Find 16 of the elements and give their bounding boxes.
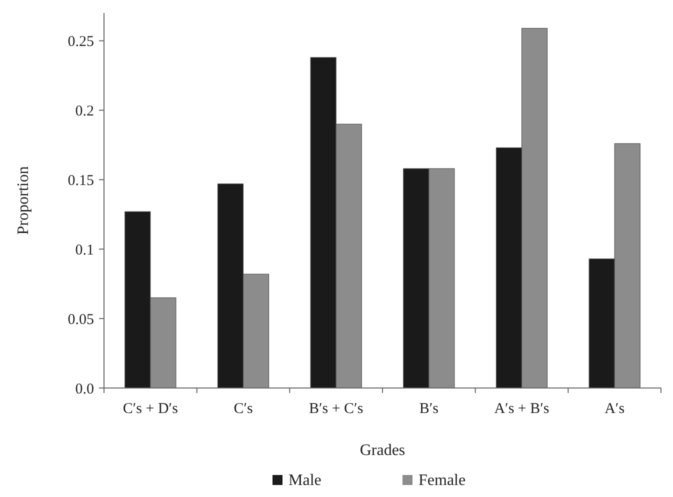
y-tick-label: 0.1 — [75, 242, 94, 258]
y-tick-label: 0.15 — [68, 172, 94, 189]
x-tick-label: C′s — [234, 401, 253, 417]
x-tick-label: C′s + D′s — [122, 401, 178, 417]
y-tick-label: 0.2 — [75, 103, 94, 120]
x-tick-label: B′s + C′s — [308, 401, 364, 417]
legend-label: Female — [418, 472, 466, 489]
y-tick-label: 0.0 — [75, 381, 94, 398]
x-axis-title: Grades — [360, 442, 406, 459]
x-tick-label: A′s — [604, 401, 625, 417]
x-tick-label: B′s — [419, 401, 439, 417]
legend-label: Male — [288, 472, 322, 489]
y-axis-title: Proportion — [15, 166, 32, 235]
x-tick-label: A′s + B′s — [494, 401, 550, 417]
y-tick-label: 0.05 — [68, 312, 94, 328]
y-tick-label: 0.25 — [68, 34, 94, 50]
